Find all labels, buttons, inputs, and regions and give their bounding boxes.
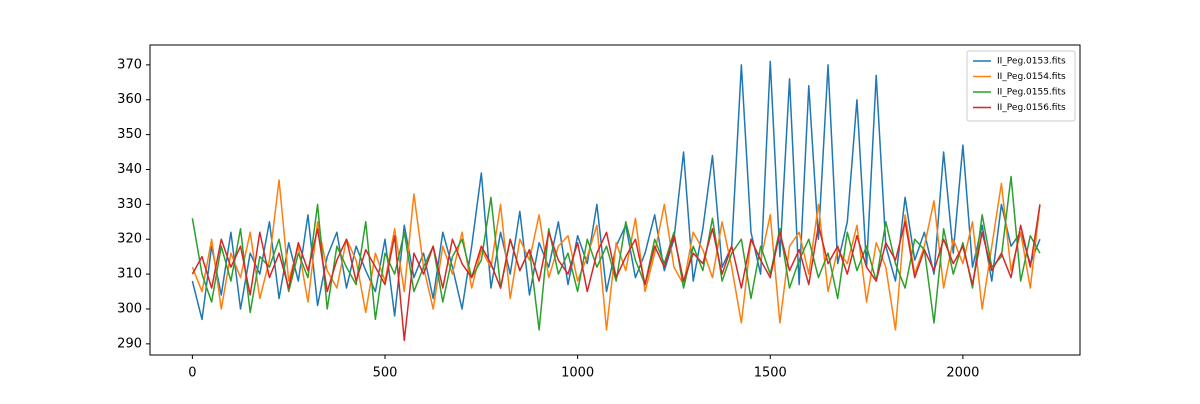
x-tick-label: 2000 <box>946 366 979 381</box>
legend-label: II_Peg.0153.fits <box>997 57 1066 67</box>
series-line <box>191 179 1041 331</box>
plot-area <box>191 60 1041 342</box>
legend-label: II_Peg.0154.fits <box>997 72 1066 82</box>
legend-box <box>966 50 1076 122</box>
y-tick-label: 300 <box>117 301 142 316</box>
y-tick-label: 350 <box>117 127 142 142</box>
axes-frame <box>149 44 1081 356</box>
x-tick-label: 0 <box>188 366 196 381</box>
x-tick-label: 500 <box>373 366 398 381</box>
legend-label: II_Peg.0155.fits <box>997 88 1066 98</box>
legend: II_Peg.0153.fits II_Peg.0154.fits II_Peg.0… <box>966 50 1076 122</box>
series-line <box>191 204 1041 342</box>
x-tick-label: 1500 <box>754 366 787 381</box>
y-tick-label: 370 <box>117 57 142 72</box>
legend-label: II_Peg.0156.fits <box>997 103 1066 113</box>
y-tick-label: 330 <box>117 197 142 212</box>
y-tick-label: 340 <box>117 162 142 177</box>
x-tick-label: 1000 <box>561 366 594 381</box>
y-tick-label: 360 <box>117 92 142 107</box>
y-tick-label: 290 <box>117 336 142 351</box>
y-tick-label: 320 <box>117 232 142 247</box>
series-line <box>191 175 1041 331</box>
y-tick-label: 310 <box>117 267 142 282</box>
